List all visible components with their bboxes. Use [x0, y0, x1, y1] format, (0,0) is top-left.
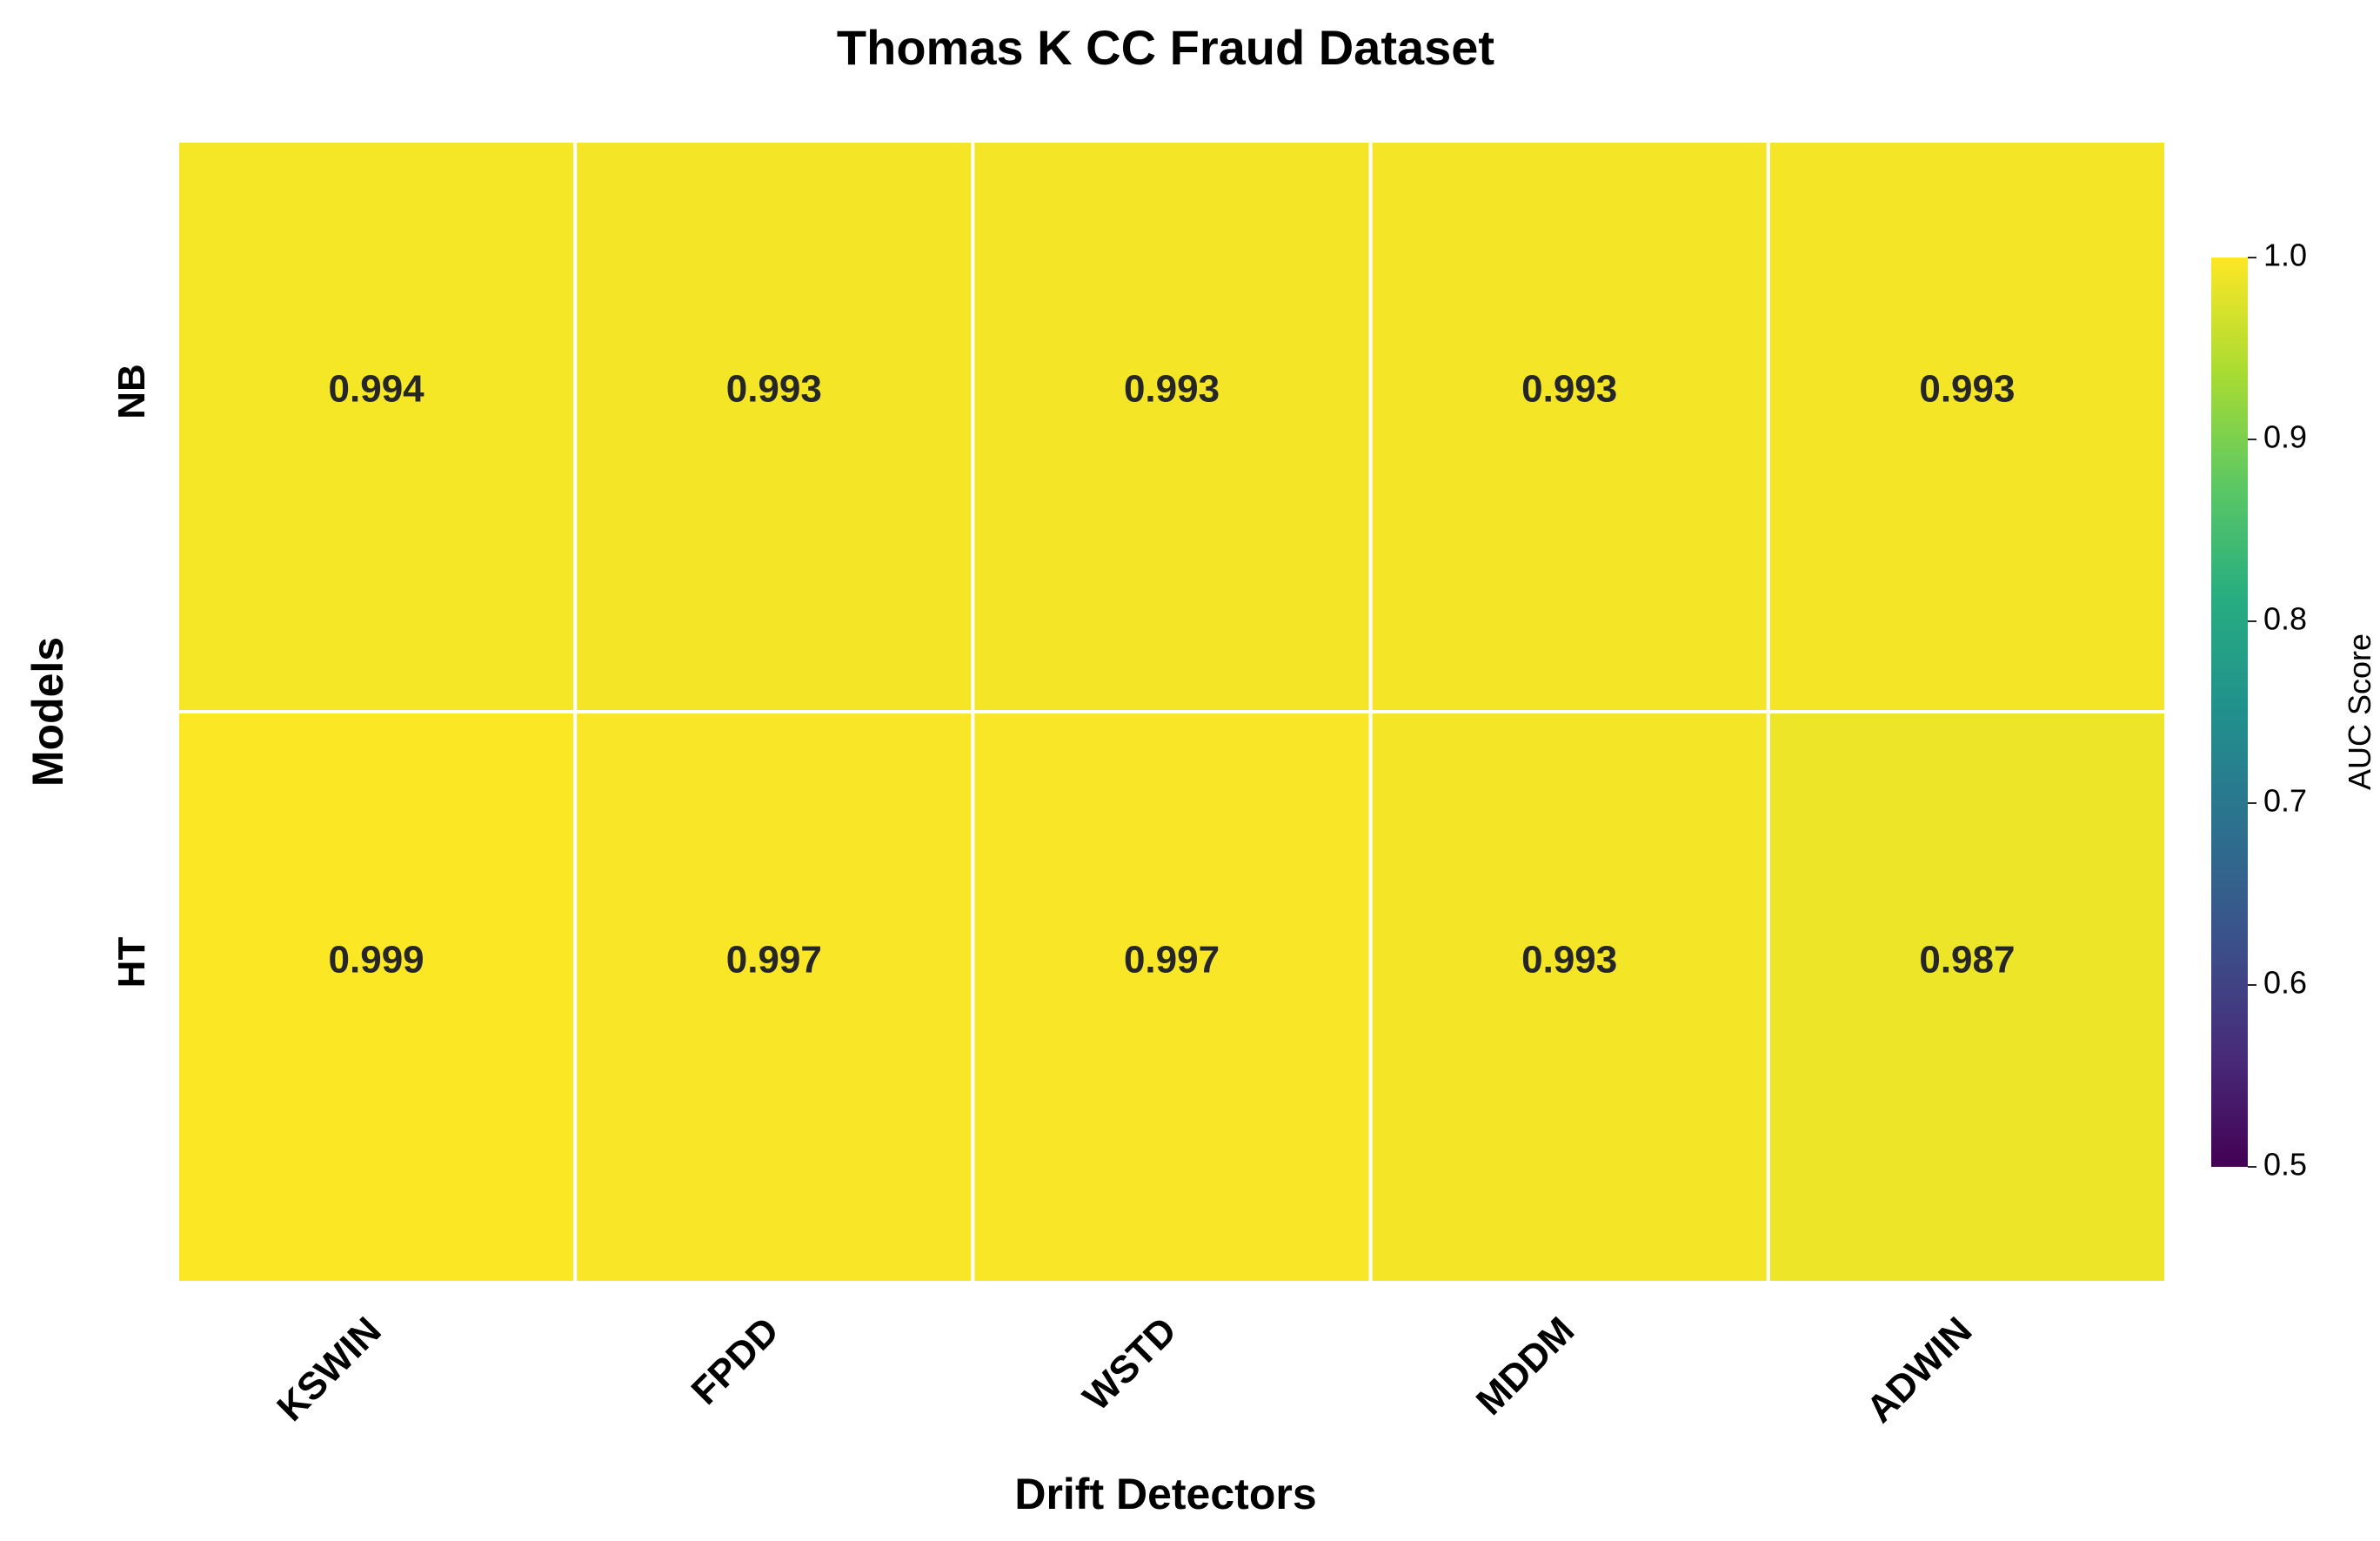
- y-tick-label: HT: [110, 937, 153, 988]
- cell-value-label: 0.993: [726, 368, 822, 411]
- cell-value-label: 0.993: [1521, 368, 1617, 411]
- heatmap-cell-nb-kswin: [176, 139, 578, 714]
- colorbar-tick-label: 0.7: [2263, 783, 2307, 819]
- colorbar: [2211, 258, 2248, 1167]
- cell-value-label: 0.999: [329, 939, 425, 982]
- cell-value-label: 0.997: [1124, 939, 1220, 982]
- colorbar-tick-label: 0.9: [2263, 419, 2307, 455]
- x-tick-label: ADWIN: [1858, 1309, 1980, 1430]
- colorbar-tick-label: 0.8: [2263, 601, 2307, 637]
- heatmap-cell-nb-fpdd: [573, 139, 975, 714]
- x-tick-label: MDDM: [1468, 1309, 1582, 1423]
- colorbar-label: AUC Score: [2342, 633, 2377, 790]
- colorbar-tick-label: 1.0: [2263, 238, 2307, 273]
- cell-value-label: 0.993: [1521, 939, 1617, 982]
- x-axis-title: Drift Detectors: [1014, 1470, 1316, 1518]
- x-tick-labels: KSWIN FPDD WSTD MDDM ADWIN: [269, 1309, 1980, 1430]
- x-tick-label: WSTD: [1075, 1309, 1185, 1418]
- heatmap-cell-ht-adwin: [1766, 710, 2169, 1284]
- cell-value-label: 0.993: [1124, 368, 1220, 411]
- chart-title: Thomas K CC Fraud Dataset: [837, 20, 1494, 75]
- colorbar-tick-label: 0.5: [2263, 1147, 2307, 1183]
- x-tick-label: FPDD: [684, 1309, 787, 1412]
- y-axis-title: Models: [23, 637, 72, 787]
- heatmap-cell-nb-adwin: [1766, 139, 2169, 714]
- cell-value-label: 0.994: [329, 368, 425, 411]
- heatmap-cell-ht-fpdd: [573, 710, 975, 1284]
- x-tick-label: KSWIN: [269, 1309, 389, 1429]
- y-tick-labels: NB HT: [110, 364, 153, 988]
- heatmap-cell-ht-kswin: [176, 710, 578, 1284]
- heatmap-cell-ht-mddm: [1368, 710, 1770, 1284]
- heatmap-cells: [176, 139, 2169, 1284]
- cell-value-label: 0.987: [1919, 939, 2015, 982]
- heatmap-cell-ht-wstd: [971, 710, 1373, 1284]
- y-tick-label: NB: [110, 364, 153, 419]
- cell-value-label: 0.993: [1919, 368, 2015, 411]
- colorbar-tick-label: 0.6: [2263, 965, 2307, 1001]
- heatmap-cell-nb-mddm: [1368, 139, 1770, 714]
- cell-value-label: 0.997: [726, 939, 822, 982]
- colorbar-ticks: 0.5 0.6 0.7 0.8 0.9 1.0: [2248, 238, 2307, 1183]
- cell-value-labels: 0.994 0.993 0.993 0.993 0.993 0.999 0.997 0.997…: [329, 368, 2016, 982]
- heatmap-cell-nb-wstd: [971, 139, 1373, 714]
